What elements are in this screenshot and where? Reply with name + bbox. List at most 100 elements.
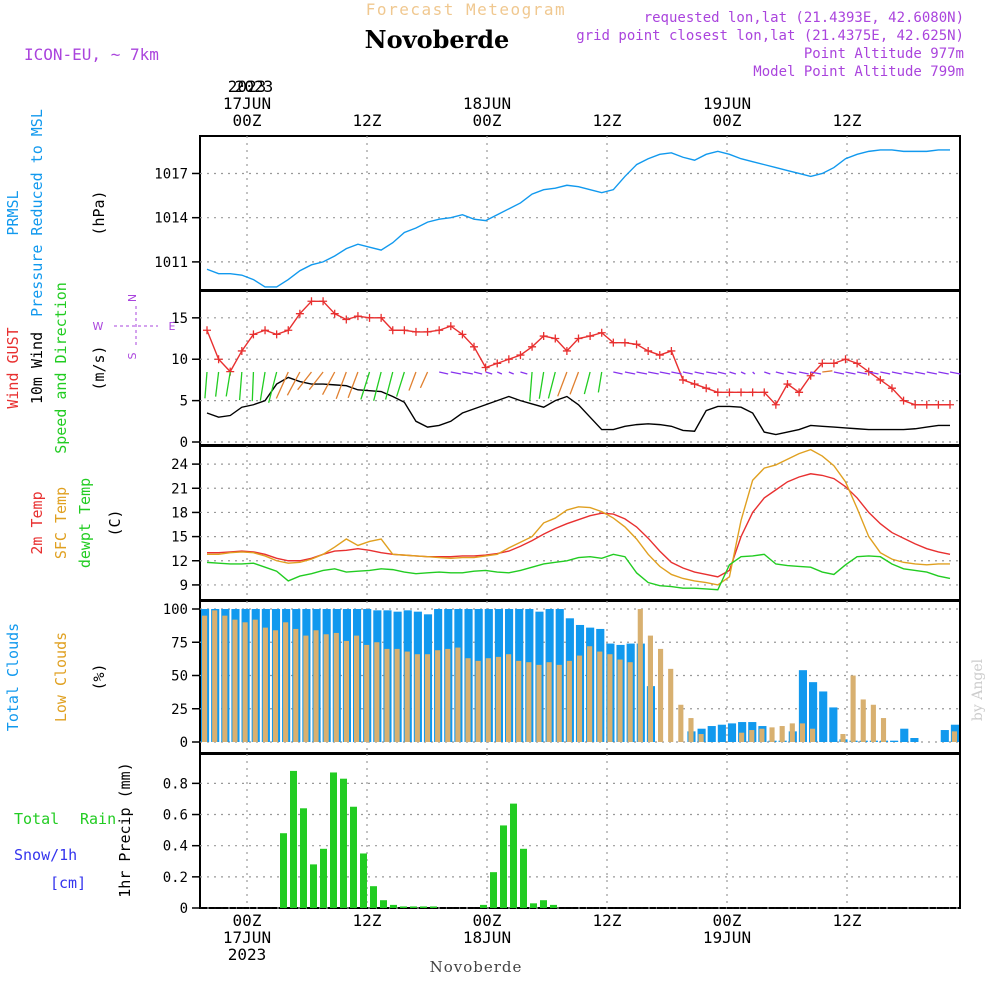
bottom-time-label: 12Z (353, 911, 382, 930)
gust-marker (609, 338, 618, 347)
gust-marker (725, 388, 734, 397)
wind-arrow (636, 371, 648, 375)
gust-marker (458, 330, 467, 339)
wind-arrow (384, 371, 394, 400)
bar-low-clouds (394, 648, 400, 742)
panel-label: Low Clouds (52, 632, 70, 722)
panels-group: 1011 1014 1017 PRMSL Pressure Reduced to MSL… (4, 109, 961, 917)
y-tick-label: 50 (171, 669, 188, 685)
bar-total-clouds (900, 728, 909, 742)
gust-marker (876, 375, 885, 384)
gust-marker (887, 384, 896, 393)
gust-marker (237, 346, 246, 355)
bar-low-clouds (333, 632, 339, 742)
wind-arrow (597, 371, 603, 393)
panel-label: Total Clouds (4, 623, 22, 731)
bar-low-clouds (272, 630, 279, 742)
precip-label-rain: Rain (80, 810, 116, 828)
wind-arrow (259, 371, 266, 401)
wind-arrow (856, 371, 868, 375)
bar-rain (360, 853, 367, 908)
wind-arrow (547, 371, 556, 399)
wind-arrow (740, 371, 746, 375)
bar-low-clouds (870, 704, 876, 742)
y-tick-label: 24 (171, 457, 188, 473)
bar-rain (530, 903, 537, 908)
bar-low-clouds (495, 656, 501, 742)
bar-rain (420, 906, 427, 908)
panel-frame (199, 290, 961, 446)
gust-marker (690, 380, 699, 389)
bar-low-clouds (759, 728, 765, 742)
series-line-10m-wind (206, 376, 950, 436)
wind-arrow (496, 371, 503, 375)
wind-arrow (903, 371, 914, 375)
bar-low-clouds (647, 635, 653, 742)
bar-rain (340, 778, 347, 908)
bar-total-clouds (890, 740, 899, 742)
bar-low-clouds (627, 662, 633, 742)
bar-low-clouds (262, 627, 268, 742)
bar-low-clouds (526, 662, 532, 742)
gust-marker (702, 384, 711, 393)
bar-low-clouds (435, 650, 441, 742)
model-name: ICON-EU, ~ 7km (24, 45, 159, 64)
bar-rain (490, 872, 497, 908)
bar-total-clouds (910, 738, 919, 742)
bar-rain (290, 770, 297, 908)
series-line-prmsl (206, 149, 950, 288)
wind-arrow (473, 371, 483, 375)
gust-marker (528, 342, 537, 351)
gust-marker (295, 309, 304, 318)
bar-rain (320, 848, 327, 908)
wind-arrow (520, 371, 528, 375)
bar-low-clouds (749, 730, 755, 742)
wind-arrow (671, 371, 682, 375)
wind-arrow (308, 371, 324, 391)
wind-arrow (360, 371, 371, 400)
gust-marker (934, 400, 943, 409)
gust-marker (911, 400, 920, 409)
bar-low-clouds (506, 654, 512, 742)
y-tick-label: 0 (180, 435, 188, 451)
wind-arrow (268, 371, 278, 403)
gust-marker (214, 355, 223, 364)
wind-arrow (938, 371, 949, 375)
bar-rain (550, 904, 557, 908)
wind-arrow (891, 371, 902, 375)
bar-low-clouds (242, 622, 248, 742)
gust-marker (586, 332, 595, 341)
bar-low-clouds (232, 619, 238, 742)
panel-wind: 0 5 10 15 Wind GUST 10m Wind Speed and Directi… (4, 282, 961, 454)
bar-rain (390, 904, 397, 908)
bar-low-clouds (293, 628, 299, 742)
bottom-time-label: 18JUN (463, 928, 511, 947)
wind-arrow (717, 371, 727, 375)
y-tick-label: 18 (171, 505, 188, 521)
bar-low-clouds (566, 660, 572, 742)
bar-low-clouds (951, 731, 957, 742)
gridpoint-coords: grid point closest lon,lat (21.4375E, 42… (576, 28, 964, 44)
wind-arrow (706, 371, 718, 375)
wind-arrow (775, 371, 784, 375)
wind-arrow (569, 371, 580, 395)
top-time-label: 12Z (353, 111, 382, 130)
bar-low-clouds (404, 651, 410, 742)
y-tick-label: 5 (180, 394, 188, 410)
gust-marker (504, 355, 513, 364)
wind-arrow (238, 371, 243, 401)
bar-rain (510, 803, 517, 908)
bar-rain (540, 900, 547, 908)
gust-marker (342, 315, 351, 324)
bottom-time-label: 12Z (593, 911, 622, 930)
gust-marker (644, 346, 653, 355)
bar-low-clouds (668, 668, 674, 742)
gust-marker (481, 363, 490, 372)
gust-marker (330, 309, 339, 318)
wind-arrow (810, 371, 822, 375)
panel-label: Wind GUST (4, 327, 22, 408)
bar-low-clouds (658, 648, 664, 742)
bottom-time-label: 00Z (233, 911, 262, 930)
top-time-label: 17JUN (223, 94, 271, 113)
